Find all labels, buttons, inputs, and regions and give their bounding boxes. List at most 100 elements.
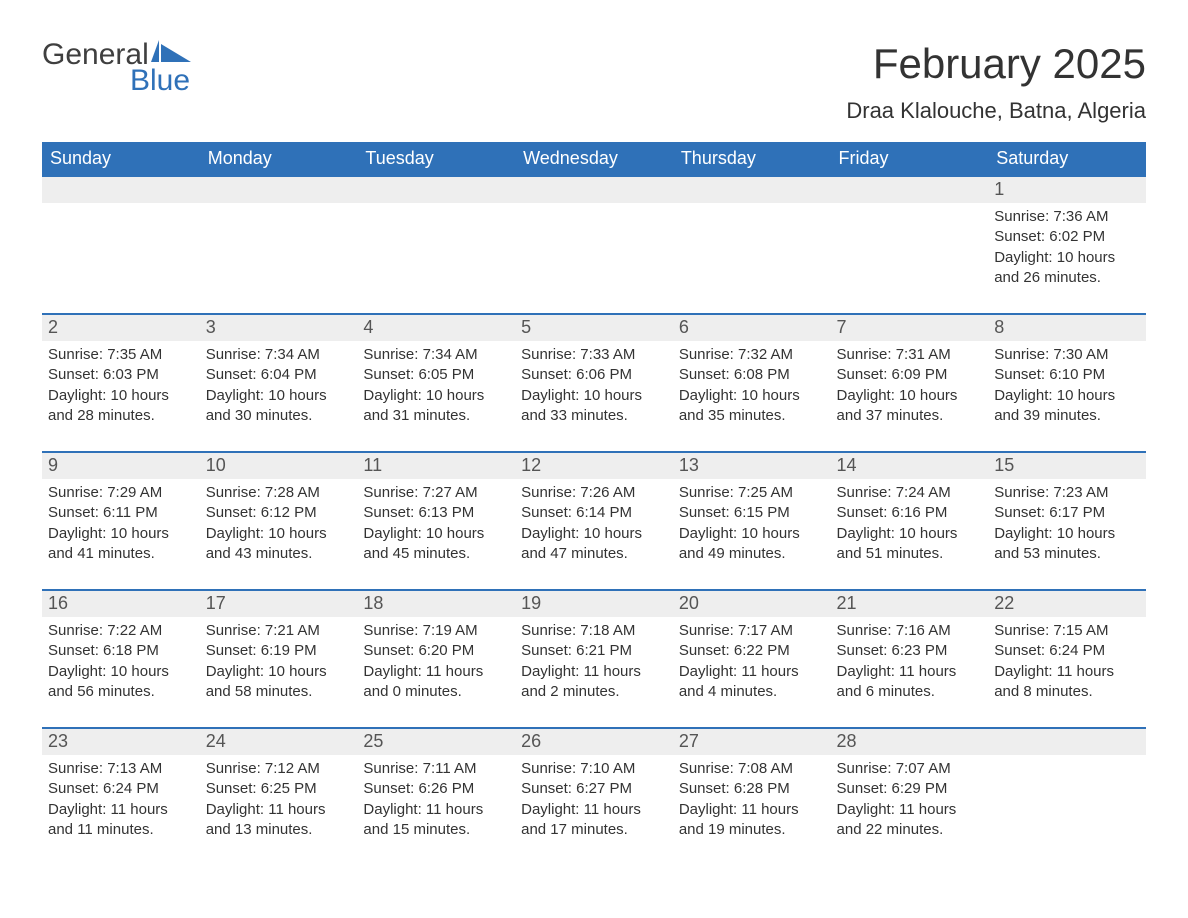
sunset-line: Sunset: 6:04 PM [206,365,352,385]
day-number: 16 [42,591,200,617]
sunrise-line: Sunrise: 7:15 AM [994,621,1140,641]
sunset-line: Sunset: 6:15 PM [679,503,825,523]
day-number: 22 [988,591,1146,617]
daylight-line: Daylight: 10 hours and 58 minutes. [206,662,352,703]
sunset-line: Sunset: 6:05 PM [363,365,509,385]
daylight-line: Daylight: 10 hours and 41 minutes. [48,524,194,565]
calendar-cell: 3Sunrise: 7:34 AMSunset: 6:04 PMDaylight… [200,314,358,452]
day-body: Sunrise: 7:29 AMSunset: 6:11 PMDaylight:… [42,479,200,570]
sunset-line: Sunset: 6:24 PM [48,779,194,799]
calendar-cell: 8Sunrise: 7:30 AMSunset: 6:10 PMDaylight… [988,314,1146,452]
calendar-cell: 5Sunrise: 7:33 AMSunset: 6:06 PMDaylight… [515,314,673,452]
day-body: Sunrise: 7:08 AMSunset: 6:28 PMDaylight:… [673,755,831,846]
day-body: Sunrise: 7:35 AMSunset: 6:03 PMDaylight:… [42,341,200,432]
sunset-line: Sunset: 6:13 PM [363,503,509,523]
day-number [357,177,515,203]
sunrise-line: Sunrise: 7:07 AM [837,759,983,779]
day-number: 21 [831,591,989,617]
calendar-cell [42,176,200,314]
sunset-line: Sunset: 6:22 PM [679,641,825,661]
calendar-cell: 25Sunrise: 7:11 AMSunset: 6:26 PMDayligh… [357,728,515,866]
day-number [831,177,989,203]
day-number: 17 [200,591,358,617]
day-number [42,177,200,203]
calendar-cell: 6Sunrise: 7:32 AMSunset: 6:08 PMDaylight… [673,314,831,452]
daylight-line: Daylight: 11 hours and 17 minutes. [521,800,667,841]
dow-header: Saturday [988,142,1146,176]
day-number: 6 [673,315,831,341]
daylight-line: Daylight: 10 hours and 30 minutes. [206,386,352,427]
day-body [515,203,673,213]
sunset-line: Sunset: 6:14 PM [521,503,667,523]
sunrise-line: Sunrise: 7:08 AM [679,759,825,779]
sunset-line: Sunset: 6:18 PM [48,641,194,661]
calendar-cell: 12Sunrise: 7:26 AMSunset: 6:14 PMDayligh… [515,452,673,590]
calendar-cell: 1Sunrise: 7:36 AMSunset: 6:02 PMDaylight… [988,176,1146,314]
location: Draa Klalouche, Batna, Algeria [846,98,1146,124]
daylight-line: Daylight: 10 hours and 49 minutes. [679,524,825,565]
calendar-cell: 17Sunrise: 7:21 AMSunset: 6:19 PMDayligh… [200,590,358,728]
calendar-cell: 22Sunrise: 7:15 AMSunset: 6:24 PMDayligh… [988,590,1146,728]
day-number: 13 [673,453,831,479]
daylight-line: Daylight: 11 hours and 6 minutes. [837,662,983,703]
daylight-line: Daylight: 10 hours and 39 minutes. [994,386,1140,427]
calendar-cell: 23Sunrise: 7:13 AMSunset: 6:24 PMDayligh… [42,728,200,866]
calendar-cell: 27Sunrise: 7:08 AMSunset: 6:28 PMDayligh… [673,728,831,866]
day-body [42,203,200,213]
daylight-line: Daylight: 10 hours and 47 minutes. [521,524,667,565]
calendar-week: 9Sunrise: 7:29 AMSunset: 6:11 PMDaylight… [42,452,1146,590]
daylight-line: Daylight: 10 hours and 51 minutes. [837,524,983,565]
dow-header: Friday [831,142,989,176]
day-number: 28 [831,729,989,755]
calendar-body: 1Sunrise: 7:36 AMSunset: 6:02 PMDaylight… [42,176,1146,866]
calendar-cell: 26Sunrise: 7:10 AMSunset: 6:27 PMDayligh… [515,728,673,866]
day-number: 7 [831,315,989,341]
calendar-cell: 15Sunrise: 7:23 AMSunset: 6:17 PMDayligh… [988,452,1146,590]
calendar-week: 16 Sunrise: 7:22 AMSunset: 6:18 PM Dayligh… [42,590,1146,728]
day-body: Sunrise: 7:34 AMSunset: 6:05 PMDaylight:… [357,341,515,432]
day-number: 9 [42,453,200,479]
calendar-cell: 28Sunrise: 7:07 AMSunset: 6:29 PMDayligh… [831,728,989,866]
daylight-line: Daylight: 10 hours and 43 minutes. [206,524,352,565]
sunset-line: Sunset: 6:03 PM [48,365,194,385]
sunset-line: Sunset: 6:21 PM [521,641,667,661]
day-body: Sunrise: 7:21 AMSunset: 6:19 PMDaylight:… [200,617,358,708]
logo-text-blue: Blue [130,66,195,96]
day-body: Sunrise: 7:30 AMSunset: 6:10 PMDaylight:… [988,341,1146,432]
day-number: 23 [42,729,200,755]
sunrise-line: Sunrise: 7:19 AM [363,621,509,641]
sunset-line: Sunset: 6:26 PM [363,779,509,799]
day-body: Sunrise: 7:11 AMSunset: 6:26 PMDaylight:… [357,755,515,846]
day-body: Sunrise: 7:28 AMSunset: 6:12 PMDaylight:… [200,479,358,570]
sunrise-line: Sunrise: 7:22 AM [48,621,194,641]
calendar-cell: 7Sunrise: 7:31 AMSunset: 6:09 PMDaylight… [831,314,989,452]
calendar-cell [673,176,831,314]
daylight-line: Daylight: 11 hours and 13 minutes. [206,800,352,841]
day-body: Sunrise: 7:36 AMSunset: 6:02 PMDaylight:… [988,203,1146,294]
daylight-line: Daylight: 10 hours and 33 minutes. [521,386,667,427]
sunrise-line: Sunrise: 7:13 AM [48,759,194,779]
calendar-table: SundayMondayTuesdayWednesdayThursdayFrid… [42,142,1146,866]
calendar-cell: 13Sunrise: 7:25 AMSunset: 6:15 PMDayligh… [673,452,831,590]
daylight-line: Daylight: 11 hours and 8 minutes. [994,662,1140,703]
title-block: February 2025 Draa Klalouche, Batna, Alg… [846,40,1146,134]
sunset-line: Sunset: 6:19 PM [206,641,352,661]
day-body: Sunrise: 7:13 AMSunset: 6:24 PMDaylight:… [42,755,200,846]
sunrise-line: Sunrise: 7:27 AM [363,483,509,503]
dow-header: Tuesday [357,142,515,176]
sunset-line: Sunset: 6:29 PM [837,779,983,799]
sunrise-line: Sunrise: 7:30 AM [994,345,1140,365]
day-body: Sunrise: 7:26 AMSunset: 6:14 PMDaylight:… [515,479,673,570]
daylight-line: Daylight: 11 hours and 11 minutes. [48,800,194,841]
sunrise-line: Sunrise: 7:32 AM [679,345,825,365]
sunset-line: Sunset: 6:20 PM [363,641,509,661]
sunset-line: Sunset: 6:27 PM [521,779,667,799]
calendar-cell [831,176,989,314]
day-body [988,755,1146,765]
calendar-cell: 10Sunrise: 7:28 AMSunset: 6:12 PMDayligh… [200,452,358,590]
day-body [357,203,515,213]
sunrise-line: Sunrise: 7:26 AM [521,483,667,503]
calendar-cell: 16Sunrise: 7:22 AMSunset: 6:18 PMDayligh… [42,590,200,728]
month-title: February 2025 [846,40,1146,88]
calendar-week: 2Sunrise: 7:35 AMSunset: 6:03 PMDaylight… [42,314,1146,452]
